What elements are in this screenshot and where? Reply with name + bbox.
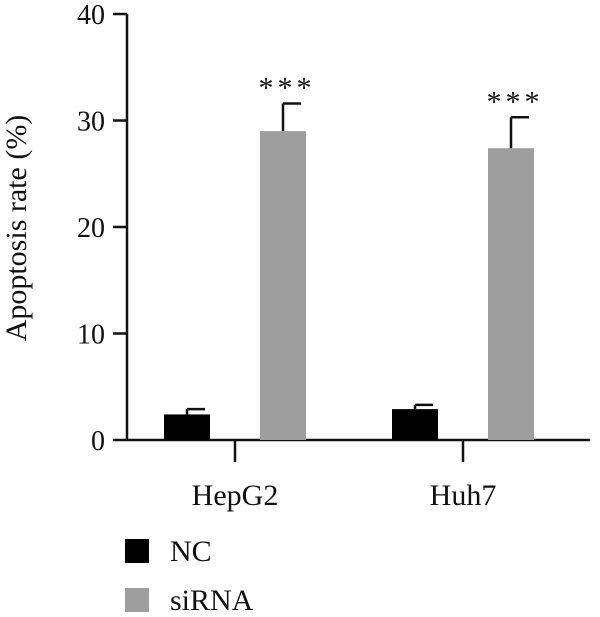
error-bars: [185, 102, 529, 415]
y-tick-label: 40: [77, 0, 105, 31]
y-tick-label: 20: [77, 213, 105, 244]
legend: NC siRNA: [125, 535, 254, 617]
y-axis-label: Apoptosis rate (%): [0, 115, 33, 342]
bars: [164, 131, 534, 440]
significance-annotations: *** ***: [259, 71, 544, 118]
x-tick-label: HepG2: [192, 479, 279, 512]
significance-label: ***: [487, 85, 544, 118]
bar-sirna-hepg2: [260, 131, 306, 440]
legend-label-sirna: siRNA: [170, 584, 254, 617]
y-tick-label: 0: [91, 426, 105, 457]
y-axis: 0 10 20 30 40: [77, 0, 129, 457]
legend-swatch-sirna: [125, 588, 149, 612]
bar-nc-huh7: [392, 409, 438, 440]
x-tick-label: Huh7: [430, 479, 497, 512]
significance-label: ***: [259, 71, 316, 104]
y-tick-label: 30: [77, 107, 105, 138]
bar-nc-hepg2: [164, 414, 210, 440]
legend-swatch-nc: [125, 539, 149, 563]
x-axis: HepG2 Huh7: [127, 438, 590, 512]
legend-label-nc: NC: [170, 535, 212, 568]
y-tick-label: 10: [77, 320, 105, 351]
bar-sirna-huh7: [488, 148, 534, 440]
